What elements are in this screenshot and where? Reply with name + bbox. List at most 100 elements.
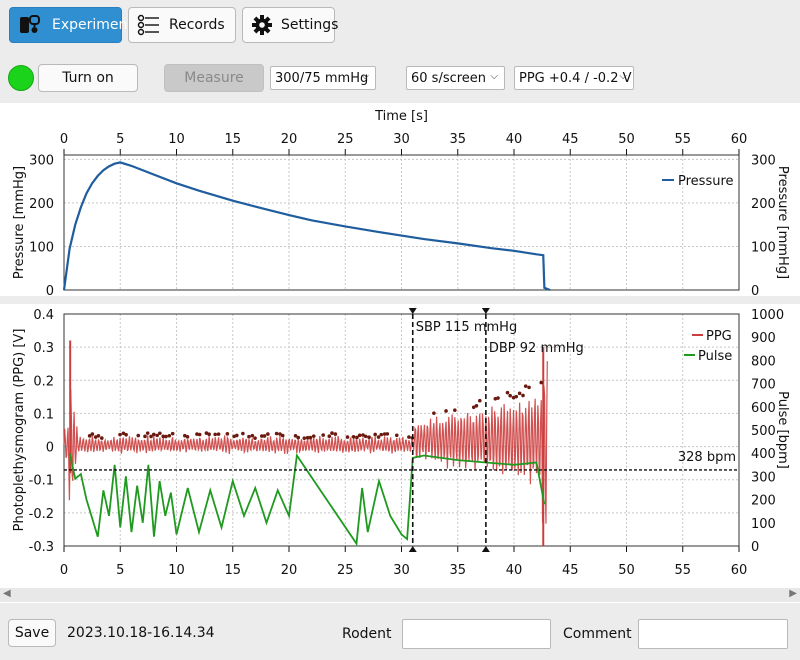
ppg-peak-marker xyxy=(471,405,476,410)
x-tick-label: 25 xyxy=(337,132,354,147)
ppg-select-value: PPG +0.4 / -0.2 V xyxy=(519,70,632,86)
ppg-peak-marker xyxy=(432,411,436,415)
ppg-peak-marker xyxy=(302,436,307,440)
ppg-peak-marker xyxy=(118,432,122,437)
scroll-left-icon[interactable]: ◀ xyxy=(3,588,11,599)
ppg-select[interactable]: PPG +0.4 / -0.2 V ⌵ xyxy=(514,66,634,90)
ppg-peak-marker xyxy=(90,432,95,436)
y-tick-label: 0.1 xyxy=(33,407,54,422)
y-tick-label: 0 xyxy=(46,284,54,299)
y-right-tick-label: 100 xyxy=(751,517,776,532)
x-tick-label: 15 xyxy=(224,563,241,578)
records-icon xyxy=(137,14,159,36)
ppg-peak-marker xyxy=(247,434,251,439)
marker-label: DBP 92 mmHg xyxy=(489,341,584,356)
ppg-peak-marker xyxy=(376,435,381,439)
ppg-peak-marker xyxy=(100,436,104,440)
ppg-peak-marker xyxy=(93,435,98,439)
ppg-peak-marker xyxy=(311,434,316,438)
speed-select-value: 60 s/screen xyxy=(411,70,487,86)
x-tick-label: 55 xyxy=(674,563,691,578)
y-tick-label: 0.3 xyxy=(33,341,54,356)
ppg-peak-marker xyxy=(514,394,519,399)
ppg-peak-marker xyxy=(345,435,350,439)
ppg-peak-marker xyxy=(204,431,209,435)
ppg-peak-marker xyxy=(521,393,525,398)
y-right-tick-label: 700 xyxy=(751,378,776,393)
tab-experiment[interactable]: Experiment xyxy=(9,7,133,43)
ppg-peak-marker xyxy=(478,398,482,403)
y-tick-label: -0.1 xyxy=(29,474,54,489)
marker-triangle-top xyxy=(408,308,417,314)
x-tick-label: 50 xyxy=(618,563,635,578)
ppg-peak-marker xyxy=(280,433,285,438)
legend-label-pressure: Pressure xyxy=(678,174,734,189)
comment-label: Comment xyxy=(563,626,632,642)
rodent-input[interactable] xyxy=(402,619,551,649)
x-tick-label: 10 xyxy=(168,563,185,578)
ppg-peak-marker xyxy=(321,433,326,437)
ppg-peak-marker xyxy=(407,435,411,439)
ppg-peak-marker xyxy=(250,433,255,438)
ppg-peak-marker xyxy=(505,390,510,395)
x-tick-label: 0 xyxy=(60,132,68,147)
tab-settings[interactable]: Settings xyxy=(242,7,338,43)
y-right-tick-label: 900 xyxy=(751,331,776,346)
ppg-peak-marker xyxy=(262,434,267,438)
ppg-peak-marker xyxy=(121,431,126,436)
tab-records[interactable]: Records xyxy=(128,7,236,43)
turn-on-button[interactable]: Turn on xyxy=(38,64,138,92)
x-tick-label: 5 xyxy=(116,563,124,578)
x-tick-label: 35 xyxy=(449,132,466,147)
ppg-peak-marker xyxy=(183,433,187,438)
marker-triangle-bottom xyxy=(408,546,417,552)
ppg-peak-marker xyxy=(351,434,356,439)
x-tick-label: 15 xyxy=(224,132,241,147)
legend-label-ppg: PPG xyxy=(706,329,732,344)
ppg-peak-marker xyxy=(523,384,528,388)
marker-label: SBP 115 mmHg xyxy=(416,320,517,335)
ppg-peak-marker xyxy=(143,434,147,439)
record-timestamp: 2023.10.18-16.14.34 xyxy=(67,625,215,641)
save-button[interactable]: Save xyxy=(8,619,56,647)
y-tick-label: 0.2 xyxy=(33,374,54,389)
ppg-peak-marker xyxy=(496,396,500,400)
x-tick-label: 10 xyxy=(168,132,185,147)
ppg-peak-marker xyxy=(216,432,221,436)
ppg-peak-marker xyxy=(149,434,153,439)
y-right-tick-label: 300 xyxy=(751,153,776,168)
ppg-peak-marker xyxy=(444,409,448,413)
ppg-peak-marker xyxy=(493,396,498,401)
ppg-peak-marker xyxy=(124,432,128,437)
comment-input[interactable] xyxy=(638,619,788,649)
ppg-peak-marker xyxy=(361,433,365,437)
x-tick-label: 5 xyxy=(116,132,124,147)
ppg-peak-marker xyxy=(385,432,390,436)
x-tick-label: 45 xyxy=(562,132,579,147)
speed-select[interactable]: 60 s/screen ⌵ xyxy=(406,66,505,90)
x-tick-label: 35 xyxy=(449,563,466,578)
x-tick-label: 20 xyxy=(281,132,298,147)
scroll-right-icon[interactable]: ▶ xyxy=(789,588,797,599)
ppg-peak-marker xyxy=(308,435,313,440)
measure-button[interactable]: Measure xyxy=(164,64,264,92)
ppg-peak-marker xyxy=(185,435,190,439)
ppg-peak-marker xyxy=(235,433,239,438)
ppg-peak-marker xyxy=(151,432,156,437)
ppg-peak-marker xyxy=(517,391,522,396)
horizontal-scrollbar[interactable]: ◀ ▶ xyxy=(0,588,800,602)
y-right-tick-label: 0 xyxy=(751,540,759,555)
x-tick-label: 20 xyxy=(281,563,298,578)
gear-icon xyxy=(252,15,272,35)
y-right-tick-label: 800 xyxy=(751,354,776,369)
rodent-label: Rodent xyxy=(342,626,392,642)
y-tick-label: 200 xyxy=(29,197,54,212)
ppg-peak-marker xyxy=(511,395,516,400)
y-right-tick-label: 0 xyxy=(751,284,759,299)
x-tick-label: 55 xyxy=(674,132,691,147)
legend-label-pulse: Pulse xyxy=(698,349,732,364)
ppg-peak-marker xyxy=(195,432,199,436)
range-select[interactable]: 300/75 mmHg ⌵ xyxy=(270,66,376,90)
y-right-axis-label: Pulse [bpm] xyxy=(775,391,790,469)
